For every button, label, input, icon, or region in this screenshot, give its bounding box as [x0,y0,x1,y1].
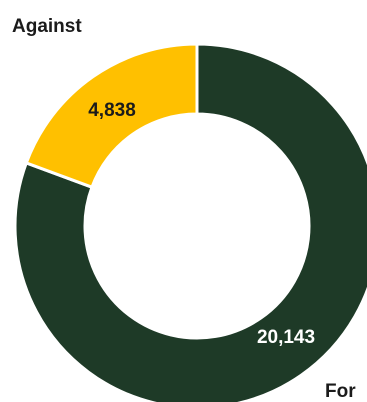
donut-labels: 20,143 4,838 For Against [12,16,356,402]
slice-for [13,42,367,402]
value-label-for: 20,143 [257,327,315,348]
donut-slices [13,42,367,402]
slice-against [24,42,199,190]
category-label-for: For [325,381,356,402]
category-label-against: Against [12,16,82,37]
value-label-against: 4,838 [88,100,136,121]
